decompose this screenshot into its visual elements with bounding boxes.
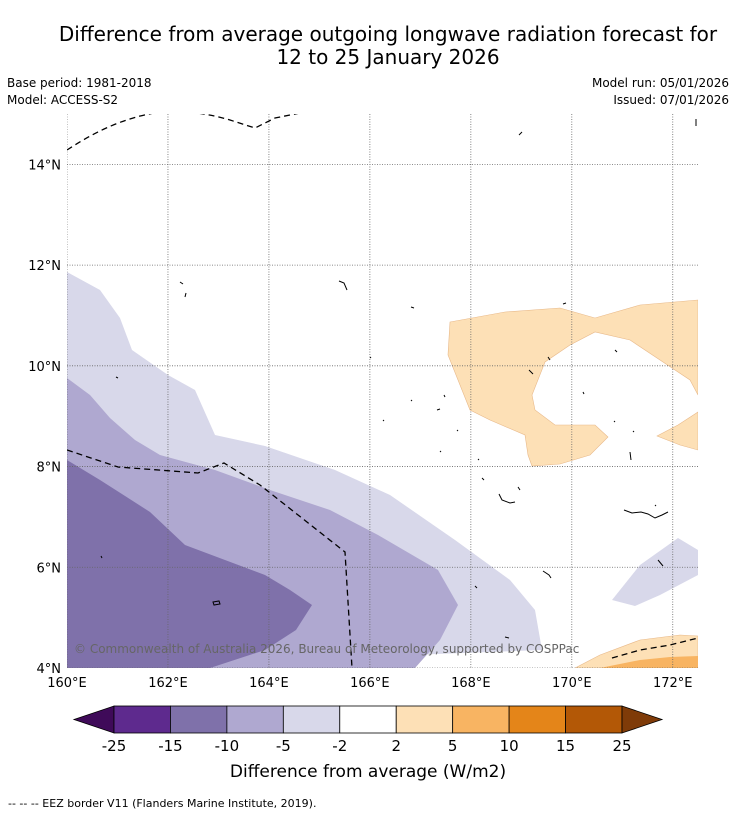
lat-tick-label: 12°N xyxy=(28,259,61,274)
lon-tick-label: 160°E xyxy=(47,676,87,691)
island-outlines xyxy=(100,119,697,639)
lon-tick-label: 172°E xyxy=(653,676,693,691)
colorbar-segment xyxy=(395,705,454,734)
colorbar: -25 -15 -10 -5 -2 2 5 10 15 25 xyxy=(72,705,664,755)
map-plot-area xyxy=(67,114,698,668)
colorbar-extend-low xyxy=(72,705,115,734)
colorbar-segment xyxy=(565,705,623,734)
colorbar-segment xyxy=(170,705,228,734)
contour-fill-pos5-10 xyxy=(600,656,698,668)
contour-fill-pos2-5 xyxy=(447,299,698,467)
colorbar-tick-label: -10 xyxy=(215,737,240,755)
colorbar-tick-label: 10 xyxy=(500,737,519,755)
map-title-line2: 12 to 25 January 2026 xyxy=(276,45,500,69)
colorbar-extend-high xyxy=(621,705,664,734)
contour-fill-neg5-neg2-east xyxy=(612,538,698,606)
lat-tick-label: 4°N xyxy=(37,662,62,677)
colorbar-tick-label: 5 xyxy=(448,737,458,755)
colorbar-segment xyxy=(113,705,171,734)
latitude-labels: 4°N 6°N 8°N 10°N 12°N 14°N xyxy=(28,158,61,677)
lat-tick-label: 8°N xyxy=(37,461,62,476)
colorbar-tick-label: -5 xyxy=(276,737,291,755)
colorbar-tick-label: 15 xyxy=(556,737,575,755)
contour-fill-pos2-5-east xyxy=(656,411,698,451)
colorbar-tick-label: -2 xyxy=(332,737,347,755)
colorbar-tick-label: -15 xyxy=(158,737,183,755)
map-copyright: © Commonwealth of Australia 2026, Bureau… xyxy=(74,642,579,656)
colorbar-tick-label: 25 xyxy=(612,737,631,755)
longitude-labels: 160°E 162°E 164°E 166°E 168°E 170°E 172°E xyxy=(47,676,692,691)
colorbar-tick-label: 2 xyxy=(391,737,401,755)
colorbar-tick-label: -25 xyxy=(102,737,127,755)
lon-tick-label: 170°E xyxy=(552,676,592,691)
base-period: Base period: 1981-2018 xyxy=(7,76,152,90)
lat-tick-label: 14°N xyxy=(28,158,61,173)
colorbar-label: Difference from average (W/m2) xyxy=(229,762,507,782)
issued-date: Issued: 07/01/2026 xyxy=(613,93,729,107)
lon-tick-label: 166°E xyxy=(350,676,390,691)
eez-footnote: -- -- -- EEZ border V11 (Flanders Marine… xyxy=(8,797,317,810)
lon-tick-label: 164°E xyxy=(249,676,289,691)
lat-tick-label: 6°N xyxy=(37,561,62,576)
map-title-line1: Difference from average outgoing longwav… xyxy=(58,22,718,46)
eez-border-lines xyxy=(67,114,698,668)
lat-tick-label: 10°N xyxy=(28,360,61,375)
model-run: Model run: 05/01/2026 xyxy=(591,76,729,90)
colorbar-segment xyxy=(508,705,566,734)
lon-tick-label: 162°E xyxy=(148,676,188,691)
colorbar-segment xyxy=(339,705,397,734)
map-gridlines xyxy=(67,114,698,668)
colorbar-segment xyxy=(226,705,284,734)
contour-fill-neg15-neg10 xyxy=(67,460,312,668)
lon-tick-label: 168°E xyxy=(451,676,491,691)
colorbar-segment xyxy=(282,705,341,734)
colorbar-segment xyxy=(452,705,510,734)
model-name: Model: ACCESS-S2 xyxy=(7,93,119,107)
